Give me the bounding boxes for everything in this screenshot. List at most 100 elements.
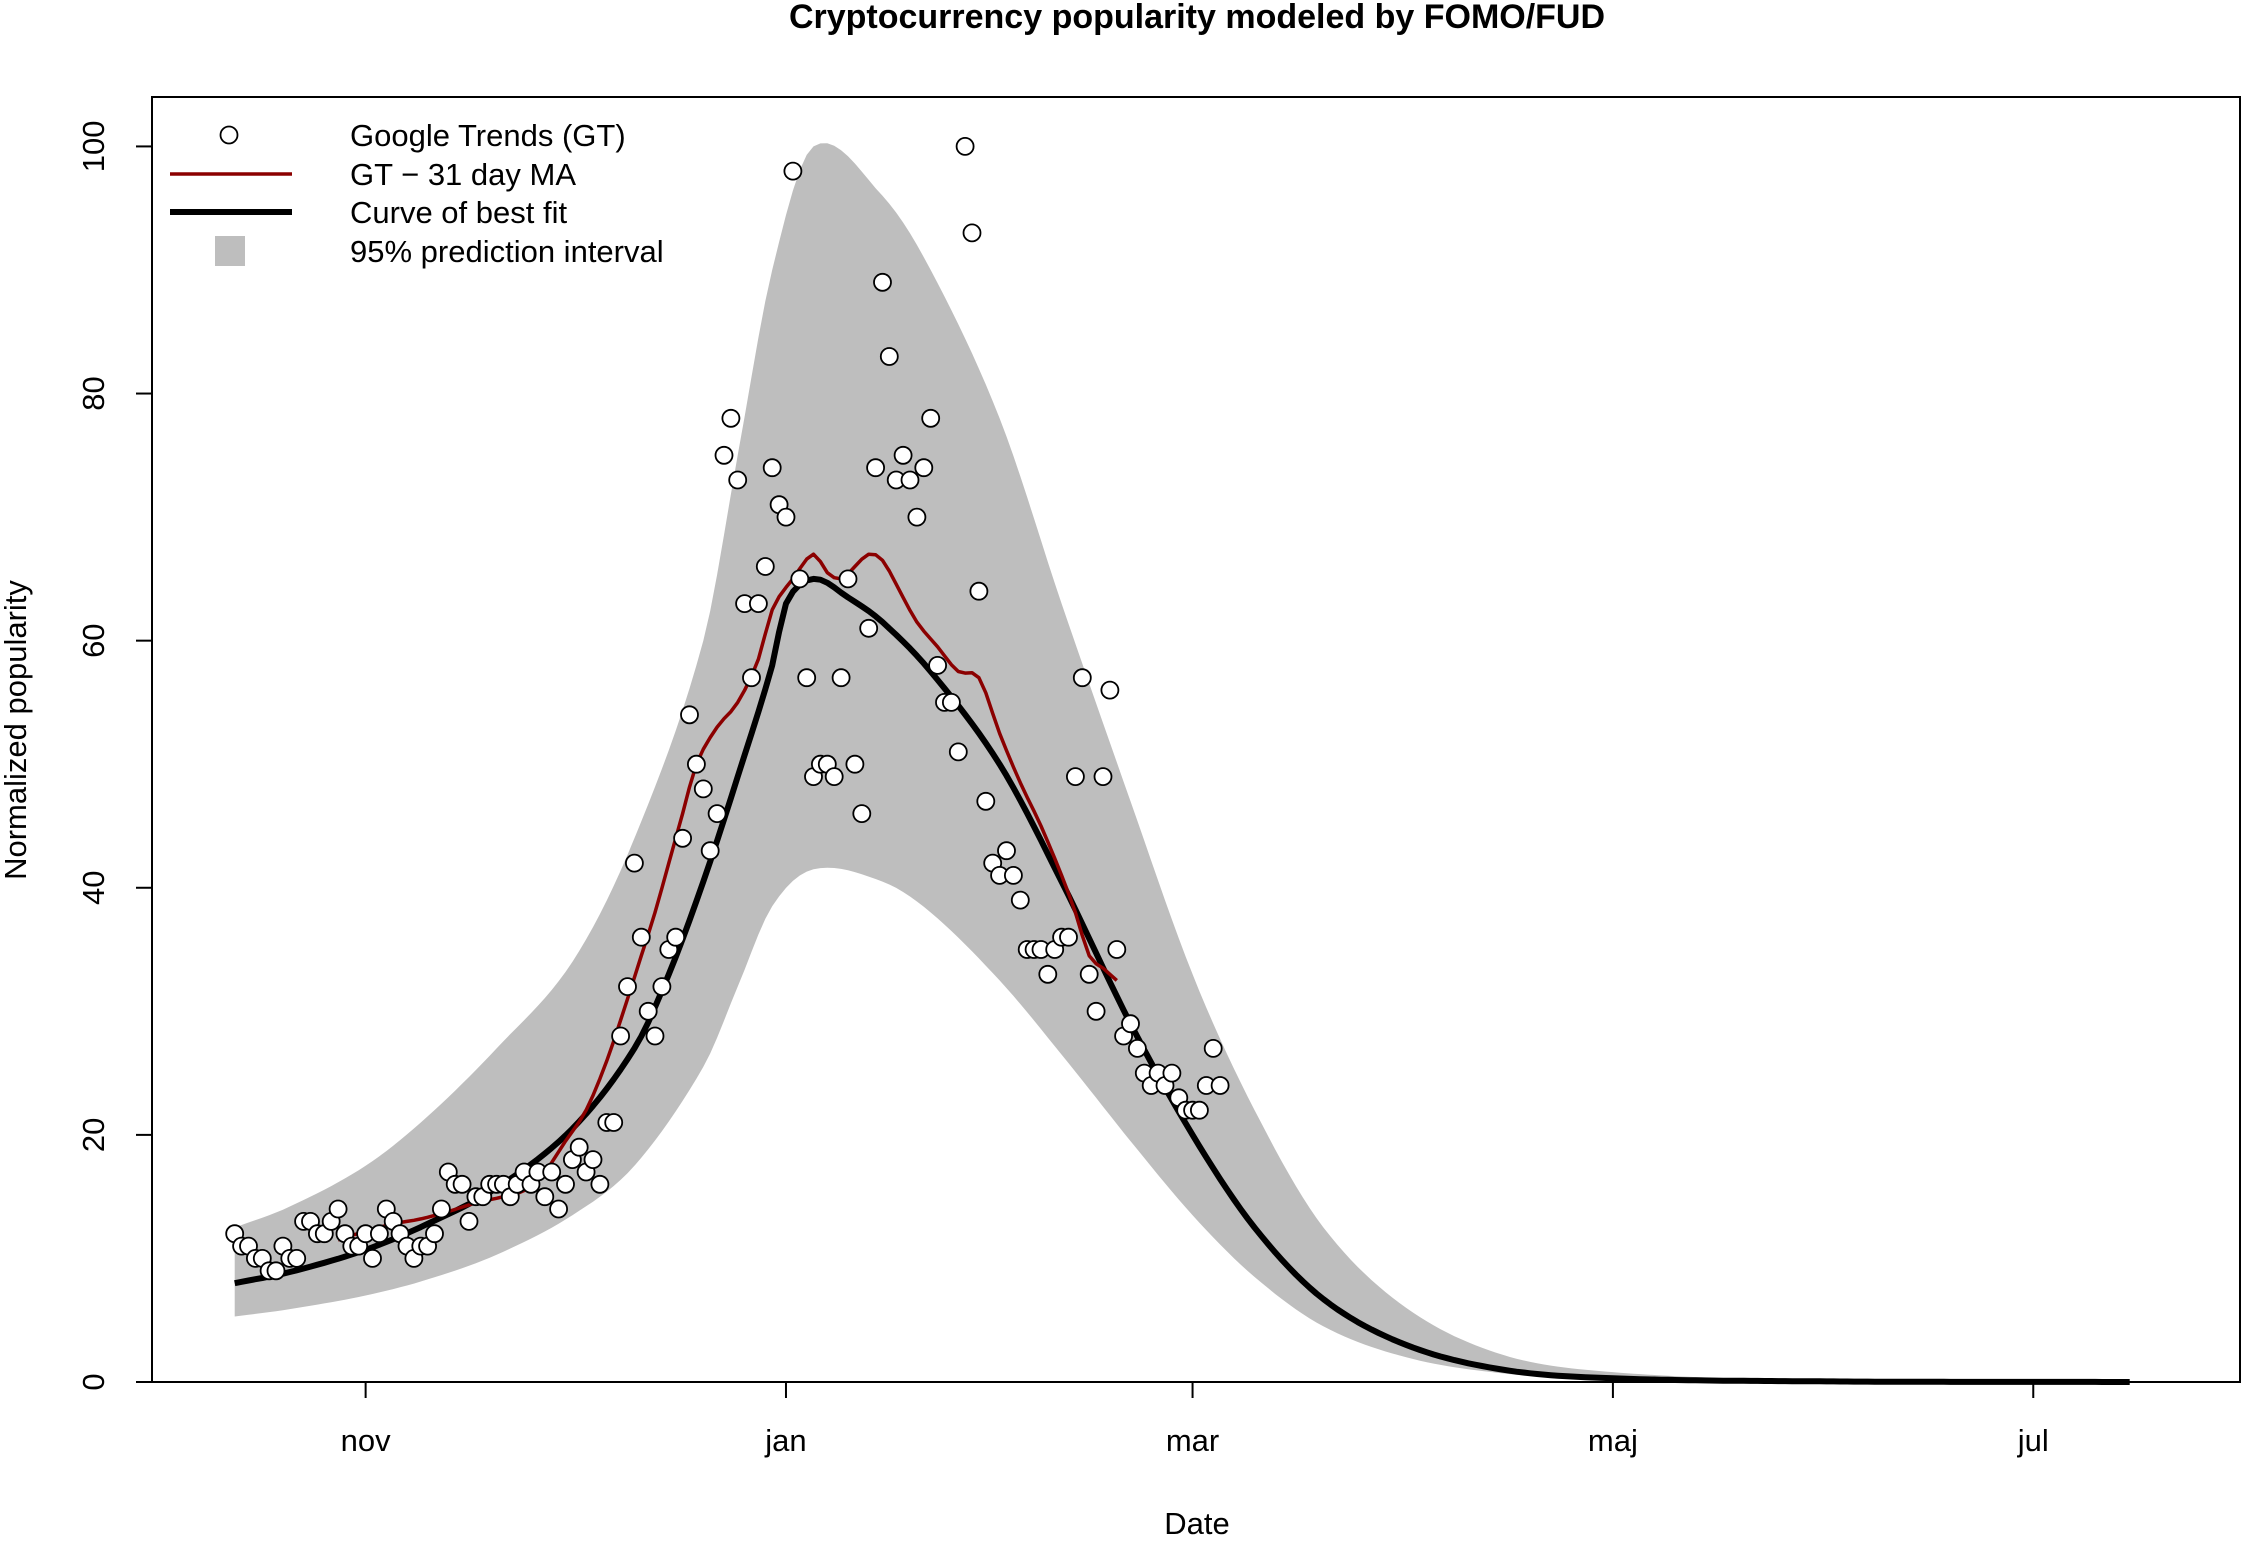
data-point xyxy=(618,977,637,996)
data-point xyxy=(707,804,727,823)
points-layer xyxy=(225,136,1230,1281)
legend-item: 95% prediction interval xyxy=(215,234,664,269)
x-axis-label: Date xyxy=(1164,1506,1229,1536)
legend-label: Curve of best fit xyxy=(350,195,567,230)
data-point xyxy=(1162,1063,1182,1083)
x-tick-label: mar xyxy=(1166,1423,1219,1458)
data-point xyxy=(1107,940,1127,959)
data-point xyxy=(363,1249,382,1268)
data-point xyxy=(976,791,996,811)
data-point xyxy=(914,458,934,478)
x-tick-label: jan xyxy=(764,1423,806,1458)
data-point xyxy=(1004,866,1023,885)
data-point xyxy=(942,693,961,712)
legend-point-symbol xyxy=(219,125,239,145)
data-point xyxy=(556,1174,575,1194)
data-point xyxy=(604,1113,624,1132)
data-point xyxy=(776,507,796,527)
data-point xyxy=(369,1224,389,1244)
data-point xyxy=(859,618,879,638)
data-point xyxy=(900,470,920,490)
legend-band-symbol xyxy=(215,236,245,266)
data-point xyxy=(893,445,913,465)
data-point xyxy=(1203,1039,1223,1058)
data-point xyxy=(873,272,892,292)
legend-label: GT − 31 day MA xyxy=(350,157,576,192)
data-point xyxy=(687,754,706,774)
data-point xyxy=(797,668,817,688)
legend-item: Curve of best fit xyxy=(170,195,567,230)
prediction-band-layer xyxy=(234,143,2130,1382)
data-point xyxy=(790,569,810,589)
data-point xyxy=(542,1162,562,1182)
y-tick-label: 0 xyxy=(76,1373,111,1390)
y-axis-label: Normalized popularity xyxy=(0,580,33,880)
x-axis: nov jan mar maj jul xyxy=(341,1381,2049,1458)
data-point xyxy=(700,841,720,861)
data-point xyxy=(431,1199,451,1219)
data-point xyxy=(425,1224,444,1244)
data-point xyxy=(549,1199,568,1219)
data-point xyxy=(1079,964,1099,984)
data-point xyxy=(714,445,734,465)
legend-label: Google Trends (GT) xyxy=(350,118,626,153)
data-point xyxy=(1038,964,1058,984)
legend-item: Google Trends (GT) xyxy=(219,118,626,153)
data-point xyxy=(1066,767,1085,786)
data-point xyxy=(762,458,782,478)
prediction-interval-band xyxy=(234,143,2130,1382)
data-point xyxy=(1086,1001,1106,1021)
data-point xyxy=(611,1026,630,1046)
data-point xyxy=(783,161,803,181)
y-tick-label: 80 xyxy=(76,376,111,410)
data-point xyxy=(742,668,761,688)
data-point xyxy=(1059,927,1078,947)
x-tick-label: nov xyxy=(341,1423,391,1458)
data-point xyxy=(755,557,775,576)
data-point xyxy=(1100,680,1120,700)
chart-title: Cryptocurrency popularity modeled by FOM… xyxy=(789,0,1605,36)
data-point xyxy=(921,408,941,428)
data-point xyxy=(452,1174,472,1194)
data-point xyxy=(459,1212,479,1231)
data-point xyxy=(1093,767,1113,786)
data-point xyxy=(879,347,899,366)
data-point xyxy=(1010,890,1030,910)
data-point xyxy=(1072,668,1092,688)
data-point xyxy=(928,656,947,675)
x-tick-label: jul xyxy=(2017,1423,2049,1458)
data-point xyxy=(673,828,692,848)
data-point xyxy=(328,1199,348,1219)
data-point xyxy=(907,507,927,527)
data-point xyxy=(590,1174,610,1194)
legend-item: GT − 31 day MA xyxy=(170,157,576,192)
data-point xyxy=(1210,1076,1230,1095)
data-point xyxy=(824,767,844,786)
data-point xyxy=(866,458,885,478)
y-tick-label: 20 xyxy=(76,1118,111,1152)
data-point xyxy=(535,1187,555,1207)
data-point xyxy=(962,223,982,243)
data-point xyxy=(721,408,741,428)
data-point xyxy=(693,779,713,799)
data-point xyxy=(831,668,851,688)
data-point xyxy=(728,470,748,490)
data-point xyxy=(845,754,865,774)
data-point xyxy=(955,136,975,156)
data-point xyxy=(625,853,644,873)
data-point xyxy=(266,1261,286,1281)
y-tick-label: 60 xyxy=(76,623,111,657)
y-axis: 0 20 40 60 80 100 xyxy=(76,121,153,1391)
data-point xyxy=(749,594,768,613)
data-point xyxy=(569,1137,589,1157)
data-point xyxy=(1128,1039,1147,1058)
data-point xyxy=(638,1001,658,1021)
data-point xyxy=(852,804,872,823)
y-tick-label: 40 xyxy=(76,871,111,905)
data-point xyxy=(969,581,989,601)
y-tick-label: 100 xyxy=(76,121,111,173)
data-point xyxy=(1121,1014,1140,1034)
